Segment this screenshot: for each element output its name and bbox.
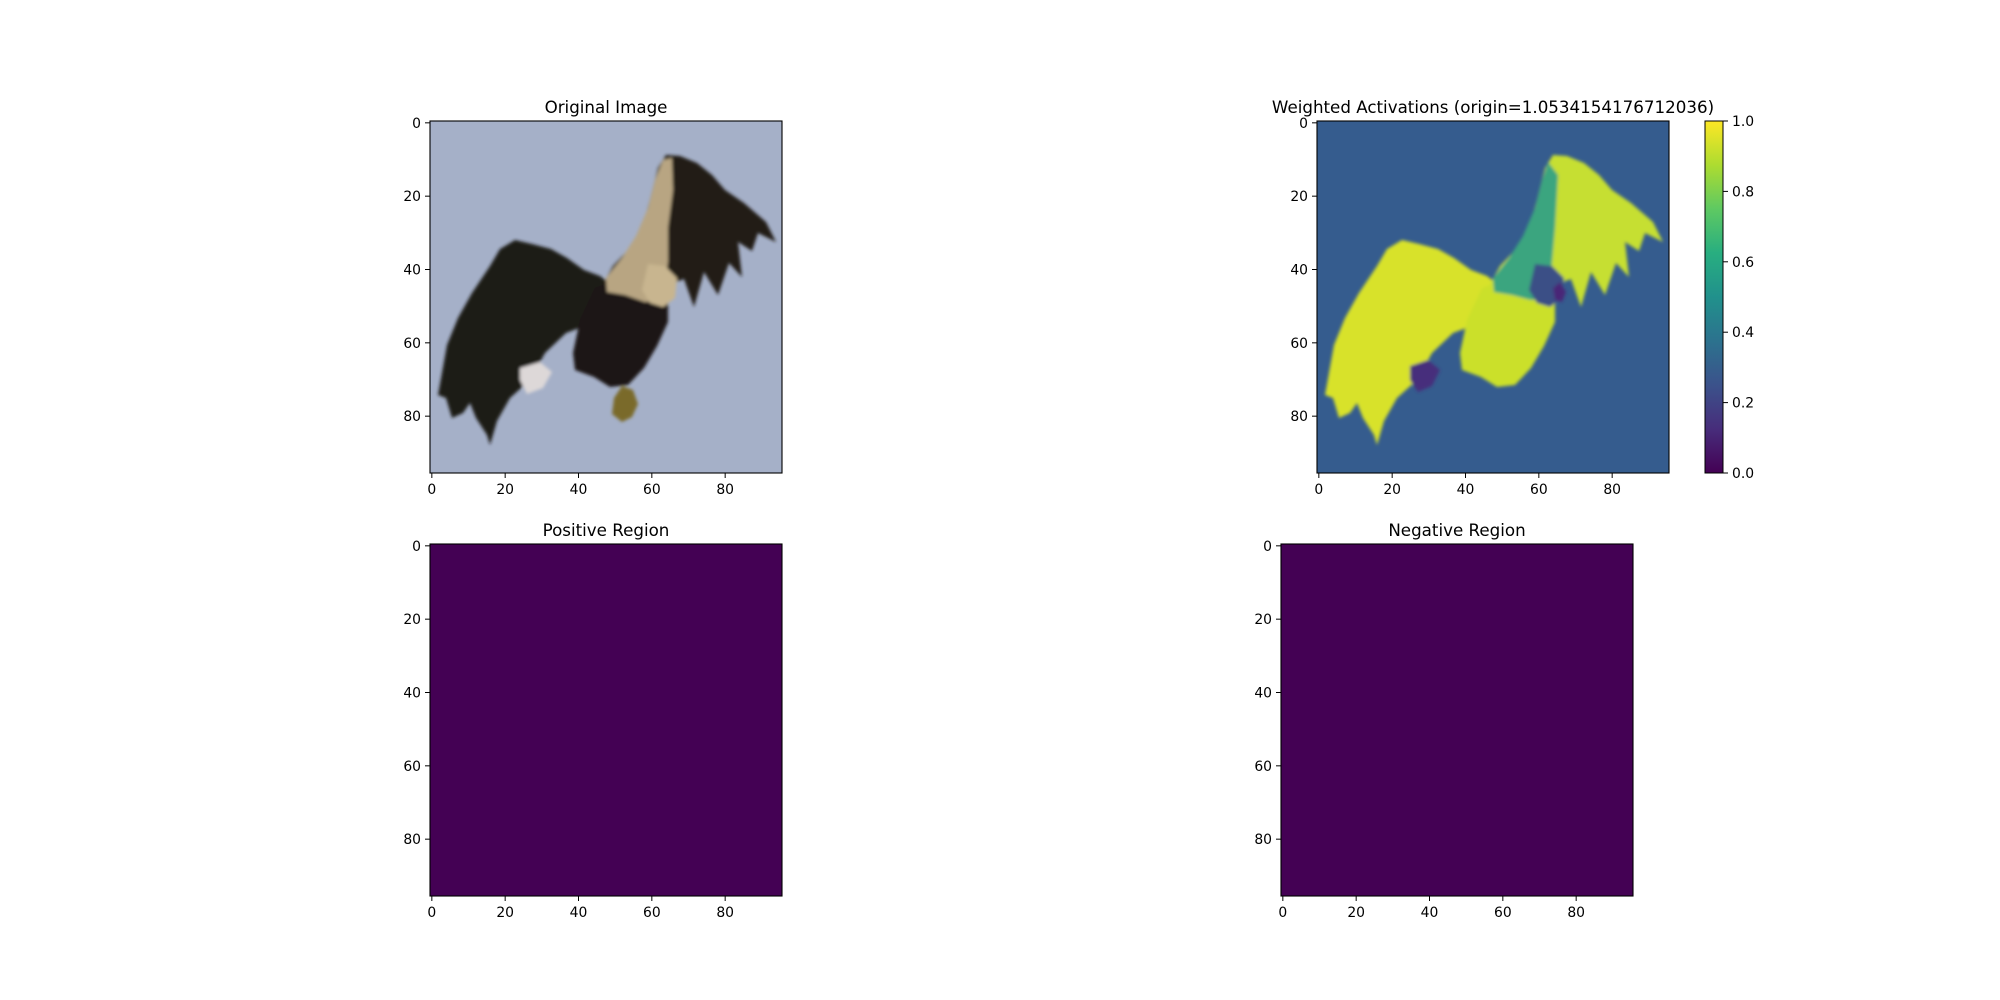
colorbar-tick-label: 0.2 xyxy=(1732,396,1754,412)
x-tick-label: 20 xyxy=(496,482,514,498)
y-tick-label: 80 xyxy=(403,832,421,848)
colorbar-tick-label: 0.6 xyxy=(1732,255,1754,271)
y-tick-label: 60 xyxy=(1290,336,1308,352)
x-tick-label: 40 xyxy=(570,482,588,498)
y-tick-label: 80 xyxy=(403,409,421,425)
y-tick-label: 0 xyxy=(412,116,421,132)
y-tick-label: 60 xyxy=(1254,759,1272,775)
y-tick-label: 40 xyxy=(403,686,421,702)
axes-frame xyxy=(1280,543,1634,897)
negative-region-heatmap xyxy=(1281,544,1633,896)
y-tick-label: 60 xyxy=(403,759,421,775)
activation-body xyxy=(1460,276,1555,387)
colorbar-tick-label: 0.4 xyxy=(1732,325,1754,341)
colorbar-tick-label: 0.8 xyxy=(1732,184,1754,200)
panel-positive-region: Positive Region xyxy=(429,520,783,897)
x-tick-label: 40 xyxy=(570,905,588,921)
y-tick-label: 40 xyxy=(1290,263,1308,279)
y-tick-label: 20 xyxy=(403,189,421,205)
x-tick-label: 80 xyxy=(1567,905,1585,921)
x-tick-label: 80 xyxy=(716,482,734,498)
activation-low-patch xyxy=(1410,360,1440,392)
panel-weighted-activations: Weighted Activations (origin=1.053415417… xyxy=(1272,97,1754,482)
x-tick-label: 20 xyxy=(1383,482,1401,498)
axes-frame xyxy=(429,543,783,897)
panel-title: Positive Region xyxy=(543,520,670,540)
activation-heatmap xyxy=(1317,121,1669,473)
x-tick-label: 40 xyxy=(1421,905,1439,921)
colorbar: 0.0 0.2 0.4 0.6 0.8 1.0 xyxy=(1704,114,1754,482)
colorbar-tick-label: 1.0 xyxy=(1732,114,1754,130)
x-tick-label: 60 xyxy=(1530,482,1548,498)
x-tick-label: 0 xyxy=(1314,482,1323,498)
axis-ticks-panel-2: 0 20 40 60 80 0 20 40 60 80 xyxy=(403,539,734,921)
panel-title: Negative Region xyxy=(1388,520,1525,540)
activation-left-wing xyxy=(1325,240,1505,445)
axis-ticks-panel-1: 0 20 40 60 80 0 20 40 60 80 xyxy=(1290,116,1621,498)
y-tick-label: 0 xyxy=(412,539,421,555)
y-tick-label: 60 xyxy=(403,336,421,352)
eagle-talons xyxy=(612,386,638,422)
original-image xyxy=(430,121,782,473)
colorbar-gradient xyxy=(1704,120,1724,474)
y-tick-label: 20 xyxy=(1290,189,1308,205)
y-tick-label: 20 xyxy=(403,612,421,628)
eagle-body xyxy=(573,276,668,387)
y-tick-label: 0 xyxy=(1299,116,1308,132)
panel-original-image: Original Image xyxy=(429,97,783,474)
axis-ticks-panel-3: 0 20 40 60 80 0 20 40 60 80 xyxy=(1254,539,1585,921)
x-tick-label: 60 xyxy=(1494,905,1512,921)
x-tick-label: 0 xyxy=(1278,905,1287,921)
y-tick-label: 40 xyxy=(1254,686,1272,702)
y-tick-label: 20 xyxy=(1254,612,1272,628)
y-tick-label: 40 xyxy=(403,263,421,279)
x-tick-label: 60 xyxy=(643,482,661,498)
x-tick-label: 0 xyxy=(427,482,436,498)
colorbar-tick-label: 0.0 xyxy=(1732,466,1754,482)
activation-talons-low xyxy=(1553,282,1566,302)
positive-region-heatmap xyxy=(430,544,782,896)
eagle-tail-feathers xyxy=(520,362,552,394)
panel-title: Weighted Activations (origin=1.053415417… xyxy=(1272,97,1714,117)
y-tick-label: 80 xyxy=(1290,409,1308,425)
axes-frame xyxy=(429,120,783,474)
x-tick-label: 60 xyxy=(643,905,661,921)
eagle-left-wing xyxy=(438,240,618,445)
x-tick-label: 40 xyxy=(1457,482,1475,498)
panel-negative-region: Negative Region xyxy=(1280,520,1634,897)
x-tick-label: 80 xyxy=(716,905,734,921)
axes-frame xyxy=(1316,120,1670,474)
x-tick-label: 20 xyxy=(496,905,514,921)
x-tick-label: 20 xyxy=(1347,905,1365,921)
x-tick-label: 0 xyxy=(427,905,436,921)
axis-ticks-panel-0: 0 20 40 60 80 0 20 40 60 80 xyxy=(403,116,734,498)
panel-title: Original Image xyxy=(545,97,668,117)
y-tick-label: 0 xyxy=(1263,539,1272,555)
x-tick-label: 80 xyxy=(1603,482,1621,498)
y-tick-label: 80 xyxy=(1254,832,1272,848)
eagle-head xyxy=(642,264,677,307)
